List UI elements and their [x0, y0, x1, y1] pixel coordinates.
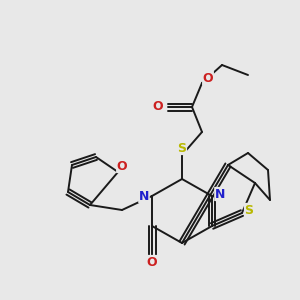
Text: N: N — [139, 190, 149, 202]
Text: O: O — [117, 160, 127, 172]
Text: S: S — [244, 203, 253, 217]
Text: N: N — [215, 188, 225, 200]
Text: O: O — [147, 256, 157, 268]
Text: O: O — [153, 100, 163, 113]
Text: O: O — [203, 71, 213, 85]
Text: S: S — [178, 142, 187, 154]
